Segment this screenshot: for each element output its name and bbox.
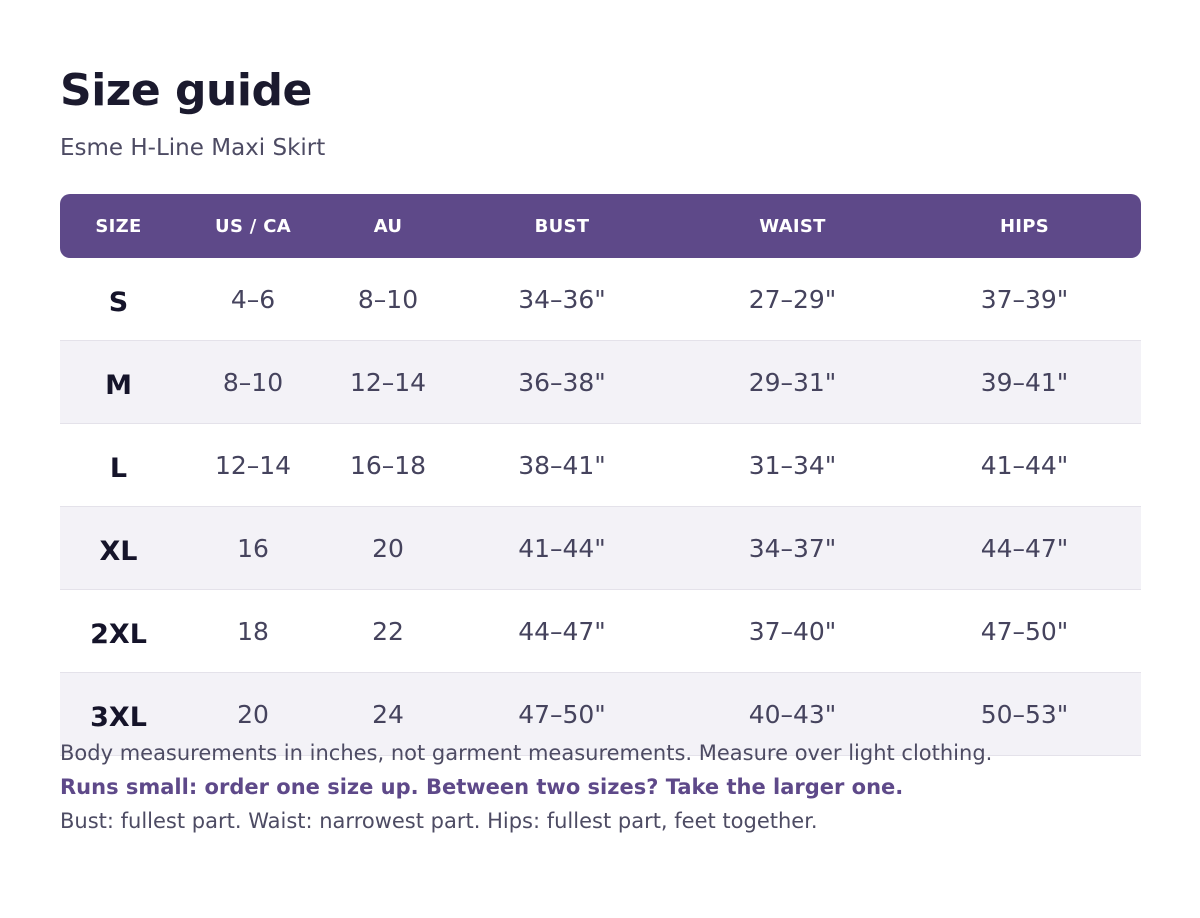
size-label: 2XL	[60, 589, 177, 673]
us-ca-size: 4–6	[177, 258, 329, 341]
bust-range: 47–50"	[447, 672, 677, 756]
fit-advice-note: Runs small: order one size up. Between t…	[60, 775, 904, 799]
size-label: M	[60, 340, 177, 424]
table-row: 3XL 20 24 47–50" 40–43" 50–53"	[60, 672, 1141, 756]
column-header-hips: HIPS	[908, 194, 1141, 258]
size-guide-page: Size guide Esme H-Line Maxi Skirt SIZE U…	[60, 60, 1141, 833]
us-ca-size: 12–14	[177, 423, 329, 507]
waist-range: 37–40"	[677, 589, 908, 673]
size-chart-table: SIZE US / CA AU BUST WAIST HIPS S 4–6 8–…	[60, 194, 1141, 756]
table-row: 2XL 18 22 44–47" 37–40" 47–50"	[60, 589, 1141, 673]
size-label: 3XL	[60, 672, 177, 756]
us-ca-size: 20	[177, 672, 329, 756]
waist-range: 29–31"	[677, 340, 908, 424]
us-ca-size: 16	[177, 506, 329, 590]
us-ca-size: 8–10	[177, 340, 329, 424]
hips-range: 50–53"	[908, 672, 1141, 756]
au-size: 12–14	[329, 340, 447, 424]
bust-range: 36–38"	[447, 340, 677, 424]
au-size: 22	[329, 589, 447, 673]
au-size: 20	[329, 506, 447, 590]
how-to-measure-note: Bust: fullest part. Waist: narrowest par…	[60, 809, 818, 833]
size-label: L	[60, 423, 177, 507]
hips-range: 37–39"	[908, 258, 1141, 341]
hips-range: 44–47"	[908, 506, 1141, 590]
bust-range: 34–36"	[447, 258, 677, 341]
measurement-note: Body measurements in inches, not garment…	[60, 741, 993, 765]
table-header-row: SIZE US / CA AU BUST WAIST HIPS	[60, 194, 1141, 258]
au-size: 24	[329, 672, 447, 756]
hips-range: 41–44"	[908, 423, 1141, 507]
table-row: M 8–10 12–14 36–38" 29–31" 39–41"	[60, 340, 1141, 424]
size-notes: Body measurements in inches, not garment…	[60, 736, 1141, 838]
hips-range: 39–41"	[908, 340, 1141, 424]
hips-range: 47–50"	[908, 589, 1141, 673]
bust-range: 44–47"	[447, 589, 677, 673]
size-label: XL	[60, 506, 177, 590]
column-header-bust: BUST	[447, 194, 677, 258]
waist-range: 27–29"	[677, 258, 908, 341]
waist-range: 34–37"	[677, 506, 908, 590]
bust-range: 38–41"	[447, 423, 677, 507]
bust-range: 41–44"	[447, 506, 677, 590]
column-header-size: SIZE	[60, 194, 177, 258]
size-label: S	[60, 258, 177, 341]
page-title: Size guide	[60, 65, 312, 116]
waist-range: 31–34"	[677, 423, 908, 507]
product-name: Esme H-Line Maxi Skirt	[60, 135, 326, 161]
column-header-au: AU	[329, 194, 447, 258]
table-row: S 4–6 8–10 34–36" 27–29" 37–39"	[60, 258, 1141, 341]
column-header-waist: WAIST	[677, 194, 908, 258]
table-row: L 12–14 16–18 38–41" 31–34" 41–44"	[60, 423, 1141, 507]
au-size: 16–18	[329, 423, 447, 507]
au-size: 8–10	[329, 258, 447, 341]
us-ca-size: 18	[177, 589, 329, 673]
waist-range: 40–43"	[677, 672, 908, 756]
table-row: XL 16 20 41–44" 34–37" 44–47"	[60, 506, 1141, 590]
column-header-us-ca: US / CA	[177, 194, 329, 258]
